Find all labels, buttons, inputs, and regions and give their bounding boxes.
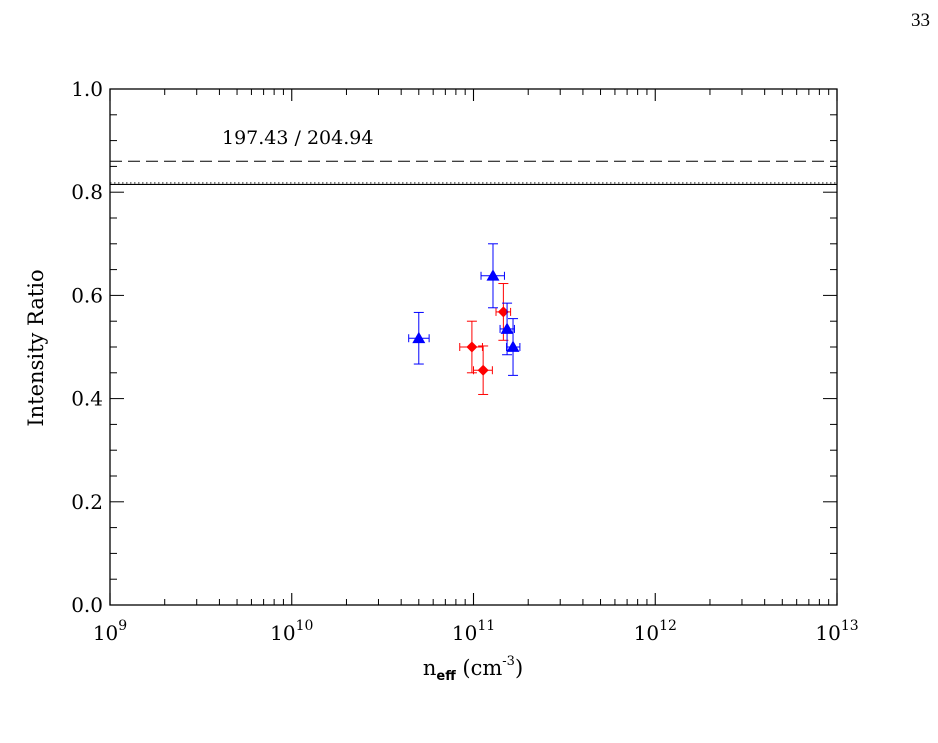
x-tick-exponent: 12: [659, 618, 677, 634]
triangle-marker: [500, 322, 514, 334]
data-points: [408, 243, 521, 395]
triangle-marker: [506, 340, 520, 352]
x-tick-label: 1012: [634, 618, 677, 645]
x-axis-label: neff (cm-3): [423, 654, 523, 684]
page-number: 33: [911, 10, 930, 31]
point-diamond-2: [473, 345, 493, 395]
x-tick-mantissa: 10: [634, 621, 659, 645]
y-tick-label: 0.2: [71, 490, 103, 514]
x-tick-label: 1011: [452, 618, 495, 645]
x-axis-label-base: n: [423, 656, 437, 680]
triangle-marker: [486, 269, 500, 281]
point-triangle-1: [408, 311, 430, 365]
point-diamond-1: [459, 320, 483, 374]
line-ratio-annotation: 197.43 / 204.94: [222, 127, 373, 149]
x-tick-mantissa: 10: [93, 621, 118, 645]
diamond-marker: [466, 341, 478, 353]
y-tick-label: 1.0: [71, 77, 103, 101]
point-triangle-3: [499, 302, 515, 356]
scatter-chart: 109 1010 1011 1012 1013 0.00.20.40.60.81.0 1…: [24, 77, 859, 684]
point-triangle-2: [480, 243, 505, 309]
y-tick-label: 0.6: [71, 283, 103, 307]
x-tick-mantissa: 10: [452, 621, 477, 645]
x-tick-label: 1013: [815, 618, 858, 645]
x-tick-exponent: 9: [118, 618, 127, 634]
x-tick-exponent: 11: [477, 618, 495, 634]
x-tick-exponent: 13: [841, 618, 859, 634]
x-axis-label-superscript: -3: [502, 654, 515, 669]
x-axis: 109 1010 1011 1012 1013: [93, 89, 859, 645]
y-tick-label: 0.4: [71, 387, 103, 411]
triangle-marker: [412, 331, 426, 344]
diamond-marker: [497, 306, 509, 318]
x-axis-label-subscript: eff: [436, 669, 456, 684]
x-tick-mantissa: 10: [270, 621, 295, 645]
y-axis: 0.0 0.2 0.4 0.6 0.8 1.0: [71, 77, 837, 617]
point-triangle-4: [506, 318, 521, 376]
reference-lines: [110, 160, 837, 186]
x-axis-label-unit-close: ): [515, 656, 523, 680]
x-axis-label-unit: (cm: [456, 656, 503, 680]
x-tick-label: 109: [93, 618, 127, 645]
y-axis-label: Intensity Ratio: [24, 269, 48, 426]
x-tick-exponent: 10: [296, 618, 314, 634]
x-tick-label: 1010: [270, 618, 313, 645]
diamond-marker: [477, 364, 489, 376]
y-tick-label: 0.0: [71, 593, 103, 617]
x-tick-mantissa: 10: [815, 621, 840, 645]
y-tick-label: 0.8: [71, 180, 103, 204]
